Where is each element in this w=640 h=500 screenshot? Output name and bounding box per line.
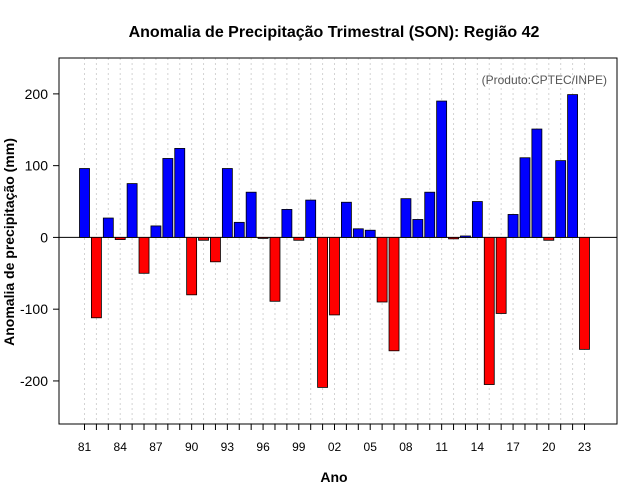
bar-1981 — [79, 168, 90, 238]
plot-frame — [58, 57, 618, 425]
bars — [79, 94, 590, 388]
x-tick-label: 11 — [435, 440, 448, 454]
bar-1986 — [138, 237, 150, 274]
x-tick-label: 87 — [149, 440, 163, 454]
bar-1993 — [221, 168, 233, 238]
y-tick-label: 200 — [25, 86, 49, 102]
bar-2017 — [507, 214, 519, 238]
bar-2002 — [329, 237, 340, 316]
bar-2000 — [305, 199, 317, 238]
bar-2014 — [471, 201, 483, 238]
bar-2015 — [483, 237, 495, 385]
bar-1985 — [126, 183, 138, 238]
bar-1983 — [102, 217, 114, 238]
x-tick-label: 90 — [185, 440, 199, 454]
x-tick-label: 93 — [221, 440, 235, 454]
y-tick-label: 0 — [40, 229, 48, 245]
bar-1998 — [281, 209, 293, 238]
product-annotation: (Produto:CPTEC/INPE) — [482, 73, 607, 87]
bar-1992 — [210, 237, 221, 263]
x-axis: 81 84 87 90 93 96 99 02 05 08 11 14 17 20 23 — [78, 424, 592, 454]
bar-2022 — [567, 94, 578, 238]
bar-2013 — [460, 235, 471, 238]
bar-1999 — [293, 237, 305, 241]
bar-1991 — [198, 237, 209, 241]
bar-2009 — [412, 219, 424, 238]
bar-2021 — [555, 160, 567, 238]
y-axis: -200 -100 0 100 200 — [20, 86, 59, 389]
y-axis-label: Anomalia de precipitação (mm) — [1, 138, 17, 346]
bar-1996 — [257, 237, 269, 239]
bar-1994 — [233, 221, 245, 238]
x-tick-label: 96 — [256, 440, 270, 454]
x-tick-label: 14 — [471, 440, 485, 454]
x-tick-label: 99 — [292, 440, 306, 454]
bar-2011 — [436, 100, 448, 238]
bar-1995 — [245, 191, 257, 238]
x-tick-label: 20 — [542, 440, 556, 454]
x-tick-label: 23 — [578, 440, 592, 454]
bar-2016 — [495, 237, 507, 314]
y-tick-label: -100 — [20, 301, 48, 317]
bar-1990 — [186, 237, 198, 296]
bar-2003 — [341, 201, 352, 238]
x-tick-label: 81 — [78, 440, 92, 454]
bar-2010 — [424, 191, 436, 238]
y-tick-label: -200 — [20, 373, 48, 389]
bar-2007 — [388, 237, 400, 352]
bar-1997 — [269, 237, 281, 302]
x-tick-label: 17 — [506, 440, 520, 454]
bar-2019 — [531, 128, 543, 238]
bar-2004 — [352, 228, 364, 238]
x-axis-label: Ano — [320, 469, 347, 485]
bar-2012 — [448, 237, 459, 240]
x-tick-label: 84 — [114, 440, 128, 454]
bar-1988 — [162, 158, 174, 238]
bar-2018 — [519, 157, 531, 238]
bar-2023 — [579, 237, 590, 350]
bar-1984 — [114, 237, 126, 240]
x-tick-label: 08 — [399, 440, 413, 454]
bar-2008 — [400, 198, 412, 238]
y-tick-label: 100 — [25, 158, 49, 174]
bar-1987 — [150, 225, 162, 238]
bar-2001 — [317, 237, 328, 388]
x-tick-label: 02 — [328, 440, 342, 454]
bar-2020 — [543, 237, 555, 241]
chart-title: Anomalia de Precipitação Trimestral (SON… — [129, 24, 540, 41]
bar-1982 — [91, 237, 102, 319]
bar-2006 — [376, 237, 388, 303]
x-tick-label: 05 — [364, 440, 378, 454]
bar-1989 — [174, 148, 186, 238]
bar-2005 — [364, 229, 376, 238]
